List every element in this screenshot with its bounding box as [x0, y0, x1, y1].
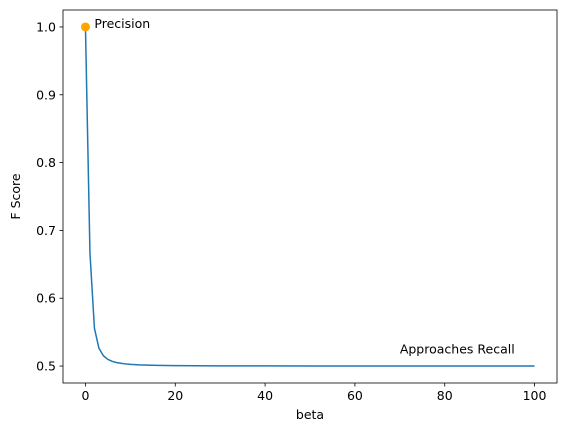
y-tick-label: 1.0	[36, 19, 56, 34]
axes-frame	[62, 9, 558, 384]
y-tick-label: 0.8	[36, 155, 56, 170]
x-tick-label: 60	[347, 388, 363, 403]
chart-marks	[80, 22, 535, 367]
x-tick-label: 20	[167, 388, 183, 403]
precision-point	[80, 22, 90, 32]
x-tick-label: 0	[81, 388, 89, 403]
y-axis-label: F Score	[8, 173, 23, 219]
y-tick-label: 0.6	[36, 291, 56, 306]
plot-area	[63, 10, 557, 383]
y-tick-label: 0.9	[36, 87, 56, 102]
x-tick-label: 40	[257, 388, 273, 403]
annotation-text: Approaches Recall	[400, 341, 515, 356]
x-axis-ticks: 0 20 40 60 80 100	[81, 383, 547, 403]
chart-annotations: Precision Approaches Recall	[94, 16, 514, 357]
f-score-line	[84, 26, 535, 367]
x-tick-label: 100	[523, 388, 547, 403]
y-tick-label: 0.5	[36, 359, 56, 374]
annotation-text: Precision	[94, 16, 150, 31]
y-axis-ticks: 0.5 0.6 0.7 0.8 0.9 1.0	[36, 19, 63, 374]
y-tick-label: 0.7	[36, 223, 56, 238]
x-axis-label: beta	[296, 407, 324, 422]
x-tick-label: 80	[437, 388, 453, 403]
